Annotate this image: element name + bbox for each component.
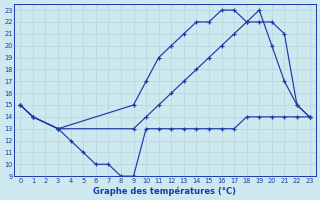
- X-axis label: Graphe des températures (°C): Graphe des températures (°C): [93, 186, 236, 196]
